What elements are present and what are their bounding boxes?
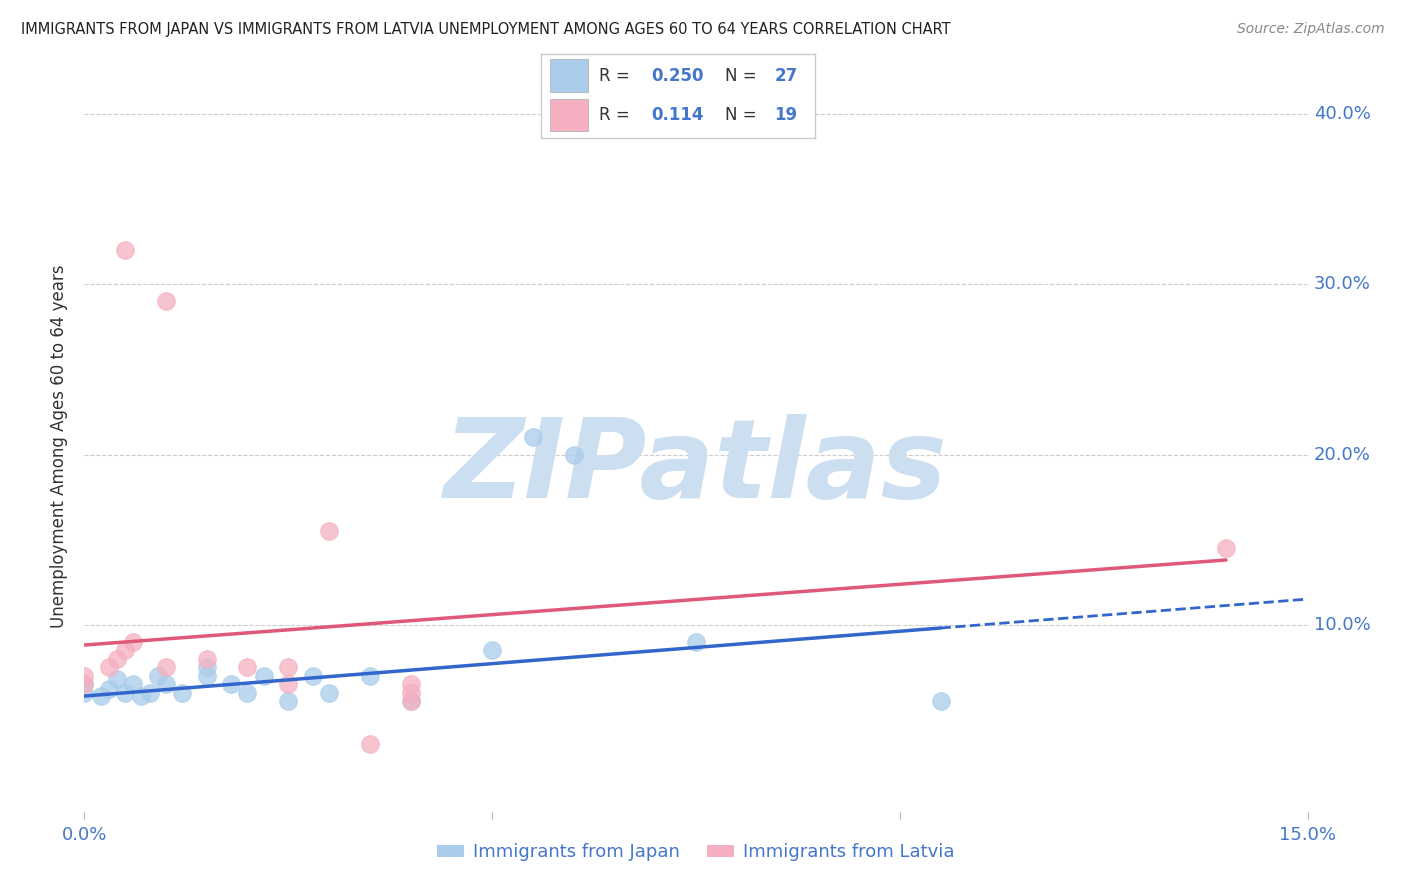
Point	[399, 686, 422, 700]
Point	[318, 686, 340, 700]
Point	[105, 672, 128, 686]
Text: 0.250: 0.250	[651, 67, 703, 85]
Text: 19: 19	[775, 106, 797, 124]
Text: Source: ZipAtlas.com: Source: ZipAtlas.com	[1237, 22, 1385, 37]
Point	[146, 668, 169, 682]
Point	[131, 689, 153, 703]
Legend: Immigrants from Japan, Immigrants from Latvia: Immigrants from Japan, Immigrants from L…	[430, 836, 962, 869]
Point	[399, 677, 422, 691]
Point	[253, 668, 276, 682]
Point	[105, 651, 128, 665]
Point	[929, 694, 952, 708]
Point	[219, 677, 242, 691]
Point	[277, 660, 299, 674]
Point	[399, 694, 422, 708]
Point	[97, 682, 120, 697]
Bar	[550, 60, 588, 92]
Text: N =: N =	[725, 67, 762, 85]
Point	[236, 660, 259, 674]
Point	[73, 668, 96, 682]
Point	[114, 244, 136, 258]
Text: 20.0%: 20.0%	[1313, 445, 1371, 464]
Point	[236, 686, 259, 700]
Point	[195, 651, 218, 665]
Point	[122, 634, 145, 648]
Point	[155, 677, 177, 691]
Text: 30.0%: 30.0%	[1313, 276, 1371, 293]
Point	[562, 448, 585, 462]
Point	[155, 660, 177, 674]
Text: 10.0%: 10.0%	[1313, 615, 1371, 633]
Point	[277, 694, 299, 708]
Point	[522, 430, 544, 444]
Point	[1215, 541, 1237, 555]
Point	[114, 643, 136, 657]
Point	[399, 694, 422, 708]
Text: 27: 27	[775, 67, 797, 85]
Point	[73, 686, 96, 700]
Point	[138, 686, 160, 700]
Text: N =: N =	[725, 106, 762, 124]
Y-axis label: Unemployment Among Ages 60 to 64 years: Unemployment Among Ages 60 to 64 years	[51, 264, 69, 628]
Point	[155, 294, 177, 309]
Point	[122, 677, 145, 691]
Point	[318, 524, 340, 538]
Text: 0.114: 0.114	[651, 106, 703, 124]
Point	[97, 660, 120, 674]
Point	[301, 668, 323, 682]
Text: R =: R =	[599, 67, 636, 85]
Bar	[550, 99, 588, 131]
Point	[90, 689, 112, 703]
Point	[172, 686, 194, 700]
Text: 40.0%: 40.0%	[1313, 105, 1371, 123]
Point	[481, 643, 503, 657]
Point	[359, 737, 381, 751]
Point	[73, 677, 96, 691]
Point	[277, 677, 299, 691]
Point	[359, 668, 381, 682]
Text: ZIPatlas: ZIPatlas	[444, 415, 948, 522]
Point	[114, 686, 136, 700]
Text: R =: R =	[599, 106, 640, 124]
Point	[73, 677, 96, 691]
Text: IMMIGRANTS FROM JAPAN VS IMMIGRANTS FROM LATVIA UNEMPLOYMENT AMONG AGES 60 TO 64: IMMIGRANTS FROM JAPAN VS IMMIGRANTS FROM…	[21, 22, 950, 37]
Point	[195, 668, 218, 682]
Point	[195, 660, 218, 674]
Point	[685, 634, 707, 648]
